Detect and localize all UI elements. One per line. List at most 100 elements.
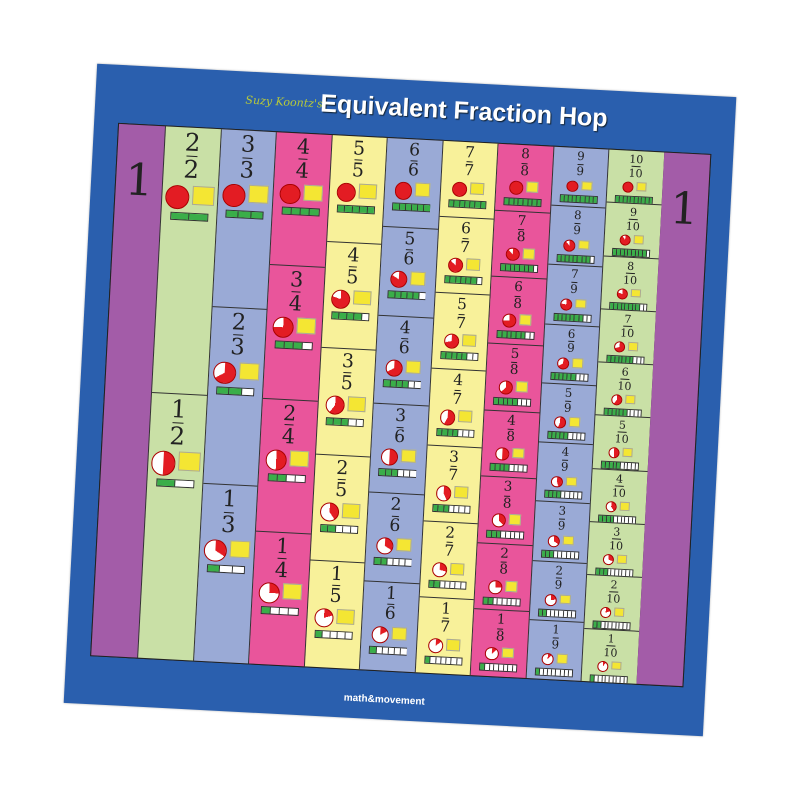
numerator: 3 bbox=[394, 406, 407, 427]
fraction-cell[interactable]: 7 10 bbox=[598, 309, 656, 366]
pie-model-icon bbox=[484, 646, 499, 661]
fraction-cell[interactable]: 6 10 bbox=[595, 362, 653, 419]
numerator: 5 bbox=[564, 385, 573, 400]
fraction-cell[interactable]: 9 10 bbox=[603, 202, 662, 259]
area-model-icon bbox=[578, 239, 590, 250]
pie-model-icon bbox=[563, 239, 576, 252]
area-model-icon bbox=[347, 396, 366, 413]
numerator: 4 bbox=[561, 444, 570, 460]
area-model-icon bbox=[462, 334, 477, 348]
fraction-cell[interactable]: 4 10 bbox=[590, 468, 648, 526]
pie-model-icon bbox=[375, 536, 394, 555]
fraction-label: 2 10 bbox=[606, 579, 621, 607]
bar-model-icon bbox=[550, 371, 589, 382]
fraction-cell[interactable]: 2 10 bbox=[584, 575, 642, 632]
denominator: 4 bbox=[281, 424, 296, 449]
fraction-cell[interactable]: 3 10 bbox=[587, 522, 645, 579]
pie-model-icon bbox=[505, 247, 520, 262]
fraction-cell[interactable]: 5 10 bbox=[592, 415, 651, 472]
denominator: 10 bbox=[611, 486, 627, 500]
area-model-icon bbox=[633, 235, 645, 245]
area-model-icon bbox=[466, 258, 481, 272]
denominator: 6 bbox=[388, 515, 401, 536]
fraction-label: 1 10 bbox=[603, 632, 618, 660]
denominator: 2 bbox=[182, 154, 200, 185]
bar-model-icon bbox=[428, 579, 467, 590]
area-model-icon bbox=[574, 299, 587, 309]
numerator: 5 bbox=[510, 345, 520, 363]
fraction-cell[interactable]: 8 10 bbox=[601, 256, 659, 313]
numerator: 1 bbox=[275, 533, 290, 559]
denominator: 7 bbox=[439, 617, 451, 637]
numerator: 2 bbox=[184, 127, 202, 158]
brand-signature: Suzy Koontz's bbox=[245, 93, 323, 111]
pie-model-icon bbox=[451, 181, 468, 198]
area-model-icon bbox=[636, 182, 648, 192]
bar-model-icon bbox=[225, 209, 264, 220]
area-model-icon bbox=[409, 271, 427, 286]
pie-model-icon bbox=[203, 538, 228, 563]
pie-model-icon bbox=[431, 561, 448, 578]
fraction-cell[interactable]: 10 10 bbox=[606, 149, 664, 206]
pie-model-icon bbox=[619, 234, 632, 247]
pie-model-icon bbox=[501, 313, 517, 328]
numerator: 8 bbox=[573, 208, 582, 223]
pie-model-icon bbox=[544, 593, 557, 607]
bar-model-icon bbox=[325, 417, 364, 428]
bar-model-icon bbox=[392, 201, 431, 212]
fraction-cell[interactable]: 1 10 bbox=[582, 629, 639, 684]
area-model-icon bbox=[414, 182, 431, 198]
